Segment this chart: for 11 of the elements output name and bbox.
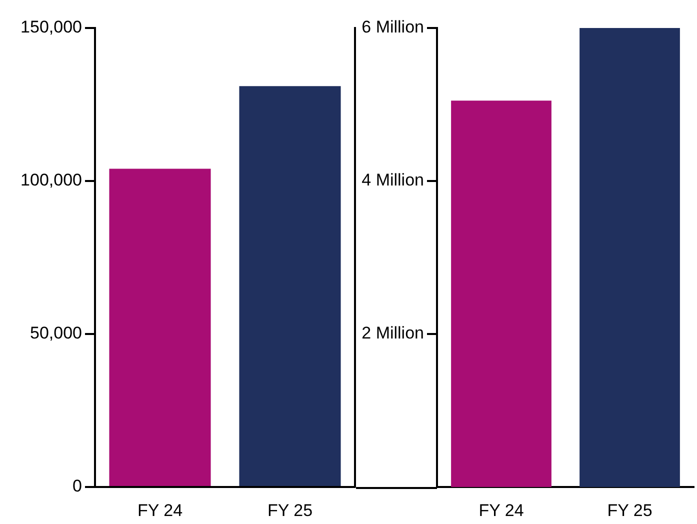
x-tick-label: FY 24 [137,500,183,520]
y-tick-label: 4 Million [362,170,424,190]
y-tick-label: 100,000 [20,170,82,190]
y-tick-label: 150,000 [20,18,82,37]
x-tick-label: FY 24 [478,500,524,520]
x-tick-label: FY 25 [267,500,313,520]
y-tick-label: 50,000 [30,324,82,343]
y-tick-label: 2 Million [362,324,424,343]
y-tick-label: 6 Million [362,18,424,37]
y-tick-label: 0 [72,476,82,496]
x-tick-label: FY 25 [607,500,652,520]
